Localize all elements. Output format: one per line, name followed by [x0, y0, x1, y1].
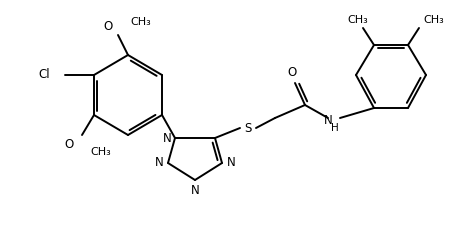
Text: N: N [323, 113, 332, 127]
Text: O: O [287, 67, 296, 80]
Text: O: O [104, 20, 113, 32]
Text: CH₃: CH₃ [347, 15, 368, 25]
Text: H: H [331, 123, 338, 133]
Text: O: O [65, 137, 74, 151]
Text: N: N [162, 131, 171, 144]
Text: Cl: Cl [38, 68, 50, 82]
Text: N: N [154, 157, 163, 169]
Text: CH₃: CH₃ [423, 15, 444, 25]
Text: CH₃: CH₃ [130, 17, 150, 27]
Text: N: N [190, 183, 199, 197]
Text: N: N [226, 157, 235, 169]
Text: S: S [244, 121, 251, 135]
Text: CH₃: CH₃ [90, 147, 111, 157]
